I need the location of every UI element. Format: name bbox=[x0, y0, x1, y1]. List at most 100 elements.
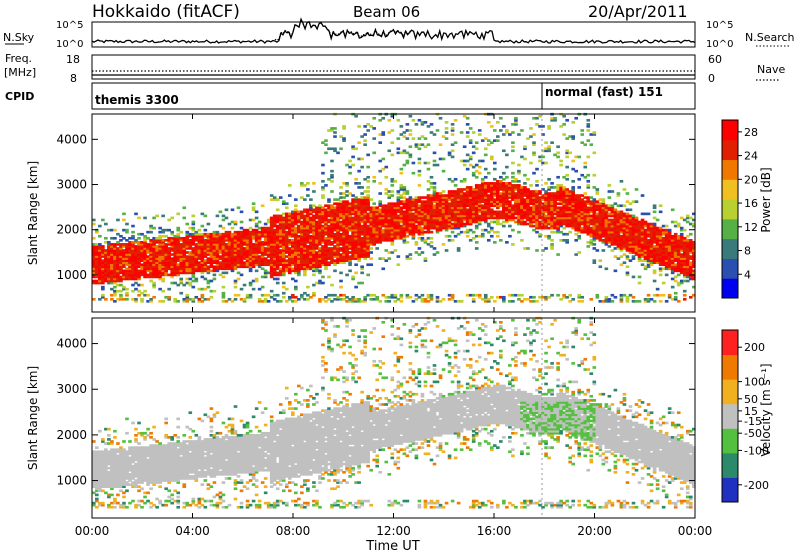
power-cell bbox=[408, 257, 413, 260]
power-cell bbox=[233, 281, 238, 285]
power-cell bbox=[269, 226, 274, 230]
power-cell bbox=[275, 271, 280, 275]
power-cell bbox=[327, 232, 331, 236]
power-cell bbox=[586, 123, 591, 126]
power-cell bbox=[284, 269, 289, 273]
power-cell bbox=[417, 118, 422, 122]
power-cell bbox=[384, 208, 389, 212]
power-cell bbox=[131, 245, 135, 248]
power-cell bbox=[116, 249, 120, 252]
power-cell bbox=[351, 194, 355, 197]
power-cell bbox=[107, 251, 111, 254]
power-cell bbox=[212, 267, 217, 271]
power-cell bbox=[366, 241, 370, 244]
power-cell bbox=[149, 224, 153, 228]
power-cell bbox=[179, 263, 184, 267]
power-cell bbox=[327, 214, 331, 218]
power-cell bbox=[287, 224, 292, 228]
power-cell bbox=[420, 220, 425, 224]
power-cell bbox=[134, 273, 138, 277]
power-cell bbox=[571, 186, 575, 189]
power-cell bbox=[92, 261, 96, 265]
power-cell bbox=[98, 261, 102, 265]
power-cell bbox=[275, 245, 280, 248]
power-cell bbox=[303, 222, 307, 226]
power-cell bbox=[354, 297, 358, 301]
power-cell bbox=[432, 151, 437, 155]
power-cell bbox=[336, 249, 340, 252]
power-cell bbox=[119, 269, 123, 273]
power-cell bbox=[245, 257, 250, 260]
power-cell bbox=[333, 253, 337, 256]
power-cell bbox=[245, 251, 250, 254]
power-cell bbox=[161, 230, 165, 234]
power-cell bbox=[251, 247, 256, 250]
power-cell bbox=[411, 212, 416, 216]
power-cell bbox=[423, 210, 428, 214]
power-cell bbox=[101, 281, 105, 285]
power-cell bbox=[441, 196, 446, 199]
power-cell bbox=[345, 200, 349, 203]
power-cell bbox=[236, 206, 241, 210]
power-cell bbox=[333, 202, 337, 206]
power-cell bbox=[456, 210, 461, 214]
power-cell bbox=[429, 230, 434, 234]
power-cell bbox=[462, 210, 467, 214]
power-cell bbox=[378, 214, 383, 218]
power-cell bbox=[474, 226, 479, 230]
power-cell bbox=[275, 243, 280, 246]
power-cell bbox=[339, 214, 343, 218]
power-cell bbox=[468, 163, 473, 167]
power-cell bbox=[212, 251, 217, 254]
power-cell bbox=[272, 241, 277, 244]
power-cell bbox=[315, 257, 319, 260]
power-cell bbox=[402, 204, 407, 208]
power-cell bbox=[303, 273, 307, 277]
power-cell bbox=[233, 247, 238, 250]
power-cell bbox=[140, 269, 144, 273]
power-cell bbox=[185, 259, 190, 262]
power-cell bbox=[315, 226, 319, 230]
power-cell bbox=[471, 131, 476, 134]
power-cell bbox=[143, 249, 147, 252]
power-cell bbox=[366, 247, 370, 250]
power-cell bbox=[260, 253, 265, 256]
power-cell bbox=[348, 171, 352, 175]
power-cell bbox=[306, 253, 310, 256]
power-cell bbox=[221, 241, 226, 244]
power-cell bbox=[233, 253, 238, 256]
power-cell bbox=[197, 255, 202, 258]
power-cell bbox=[275, 218, 280, 222]
power-cell bbox=[149, 245, 153, 248]
power-cell bbox=[306, 267, 310, 271]
power-cell bbox=[161, 251, 165, 254]
power-cell bbox=[357, 234, 361, 238]
power-cell bbox=[179, 267, 184, 271]
power-cell bbox=[92, 243, 96, 246]
power-cell bbox=[438, 226, 443, 230]
power-cell bbox=[441, 214, 446, 218]
power-cell bbox=[381, 116, 386, 120]
power-cell bbox=[330, 180, 334, 183]
power-cell bbox=[336, 212, 340, 216]
power-cell bbox=[447, 214, 452, 218]
power-cell bbox=[272, 255, 277, 258]
power-cell bbox=[200, 300, 205, 303]
power-cell bbox=[101, 275, 105, 279]
power-cell bbox=[423, 241, 428, 244]
power-cell bbox=[577, 186, 582, 189]
power-cell bbox=[414, 226, 419, 230]
power-cell bbox=[128, 257, 132, 260]
power-cell bbox=[426, 222, 431, 226]
power-cell bbox=[417, 184, 422, 187]
power-cell bbox=[182, 297, 187, 301]
power-cell bbox=[221, 253, 226, 256]
power-cell bbox=[236, 234, 241, 238]
power-cell bbox=[113, 255, 117, 258]
power-cell bbox=[158, 300, 162, 303]
power-cell bbox=[113, 245, 117, 248]
power-cell bbox=[348, 224, 352, 228]
power-cell bbox=[107, 267, 111, 271]
power-cell bbox=[417, 161, 422, 165]
power-cell bbox=[254, 236, 259, 240]
